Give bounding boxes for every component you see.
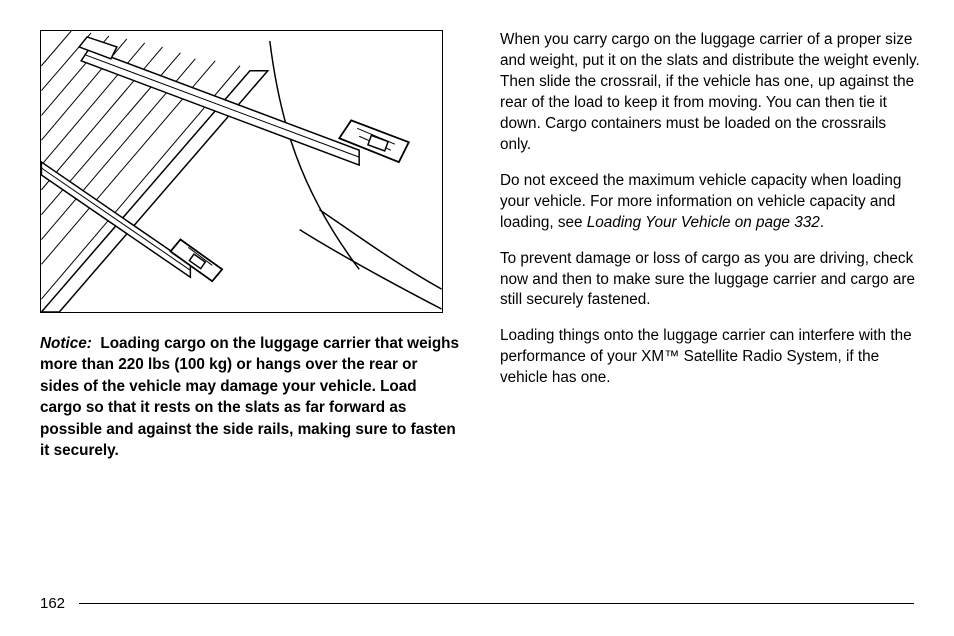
left-column: Notice: Loading cargo on the luggage car… [40,30,460,461]
paragraph-3: To prevent damage or loss of cargo as yo… [500,249,920,312]
notice-block: Notice: Loading cargo on the luggage car… [40,333,460,461]
luggage-carrier-figure [40,30,443,313]
luggage-carrier-svg [41,31,442,312]
paragraph-4: Loading things onto the luggage carrier … [500,326,920,389]
page-content: Notice: Loading cargo on the luggage car… [40,30,914,461]
footer-rule [79,603,914,604]
right-column: When you carry cargo on the luggage carr… [500,30,920,461]
notice-label: Notice: [40,335,92,352]
notice-text: Loading cargo on the luggage carrier tha… [40,335,459,459]
page-number: 162 [40,595,65,612]
loading-vehicle-xref: Loading Your Vehicle on page 332 [587,214,820,231]
paragraph-1: When you carry cargo on the luggage carr… [500,30,920,156]
p2-tail: . [820,214,824,231]
page-footer: 162 [40,595,914,612]
paragraph-2: Do not exceed the maximum vehicle capaci… [500,171,920,234]
